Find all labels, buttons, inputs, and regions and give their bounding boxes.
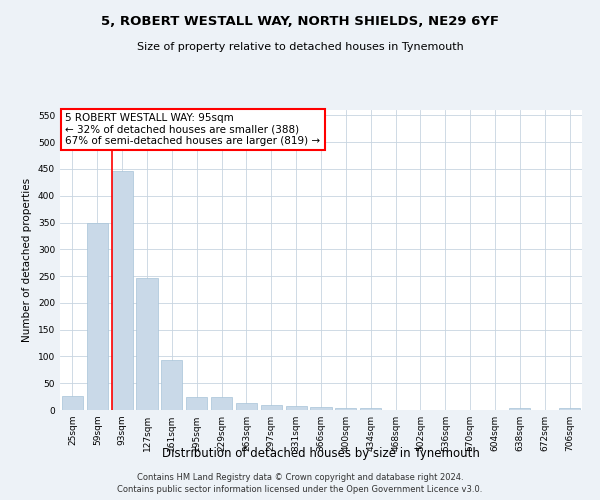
Bar — [136, 278, 158, 410]
Bar — [559, 408, 580, 410]
Text: 5 ROBERT WESTALL WAY: 95sqm
← 32% of detached houses are smaller (388)
67% of se: 5 ROBERT WESTALL WAY: 95sqm ← 32% of det… — [65, 113, 320, 146]
Text: Distribution of detached houses by size in Tynemouth: Distribution of detached houses by size … — [162, 448, 480, 460]
Y-axis label: Number of detached properties: Number of detached properties — [22, 178, 32, 342]
Bar — [161, 360, 182, 410]
Text: Contains public sector information licensed under the Open Government Licence v3: Contains public sector information licen… — [118, 485, 482, 494]
Text: 5, ROBERT WESTALL WAY, NORTH SHIELDS, NE29 6YF: 5, ROBERT WESTALL WAY, NORTH SHIELDS, NE… — [101, 15, 499, 28]
Bar — [360, 408, 381, 410]
Bar — [236, 403, 257, 410]
Text: Size of property relative to detached houses in Tynemouth: Size of property relative to detached ho… — [137, 42, 463, 52]
Bar — [509, 408, 530, 410]
Bar — [335, 408, 356, 410]
Bar — [286, 406, 307, 410]
Bar — [261, 404, 282, 410]
Bar — [112, 170, 133, 410]
Bar — [62, 396, 83, 410]
Bar — [310, 408, 332, 410]
Bar — [211, 396, 232, 410]
Bar — [87, 222, 108, 410]
Bar — [186, 396, 207, 410]
Text: Contains HM Land Registry data © Crown copyright and database right 2024.: Contains HM Land Registry data © Crown c… — [137, 472, 463, 482]
